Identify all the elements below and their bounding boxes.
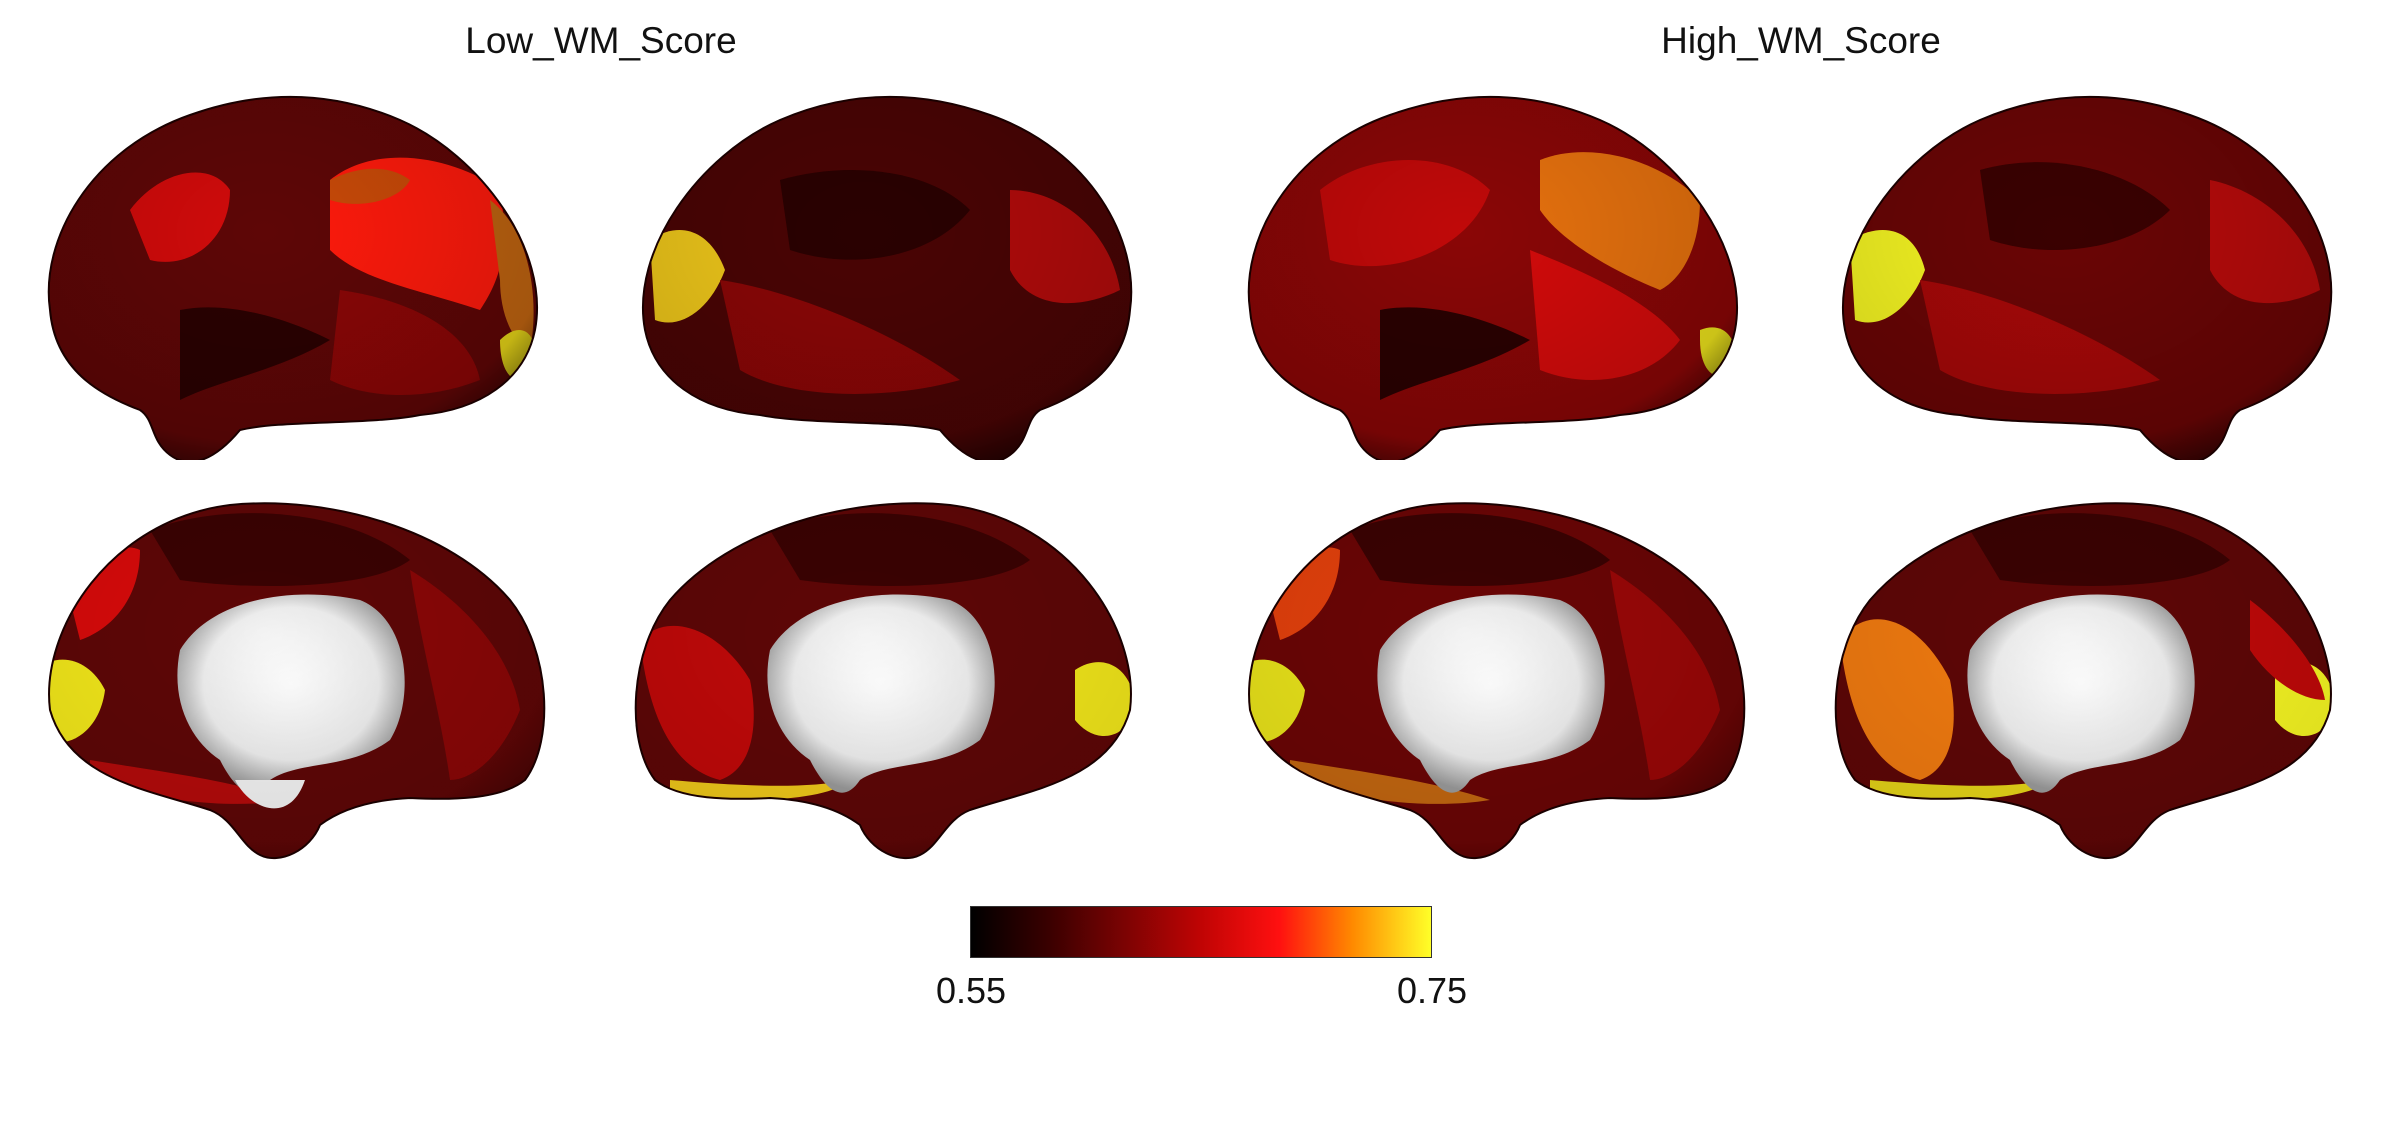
panel-title-low-wm-score: Low_WM_Score — [465, 20, 737, 61]
brain-high-left-medial — [1248, 502, 1746, 860]
colorbar — [970, 906, 1432, 958]
colorbar-min-label: 0.55 — [935, 970, 1007, 1011]
brain-high-right-lateral — [1842, 95, 2333, 460]
brain-low-left-medial — [48, 502, 546, 860]
brain-high-left-lateral — [1247, 95, 1738, 460]
colorbar-max-label: 0.75 — [1396, 970, 1468, 1011]
brain-low-right-lateral — [642, 95, 1133, 460]
brain-low-right-medial — [634, 502, 1132, 860]
brain-low-left-lateral — [47, 95, 538, 460]
panel-title-high-wm-score: High_WM_Score — [1661, 20, 1941, 61]
brain-high-right-medial — [1834, 502, 2332, 860]
